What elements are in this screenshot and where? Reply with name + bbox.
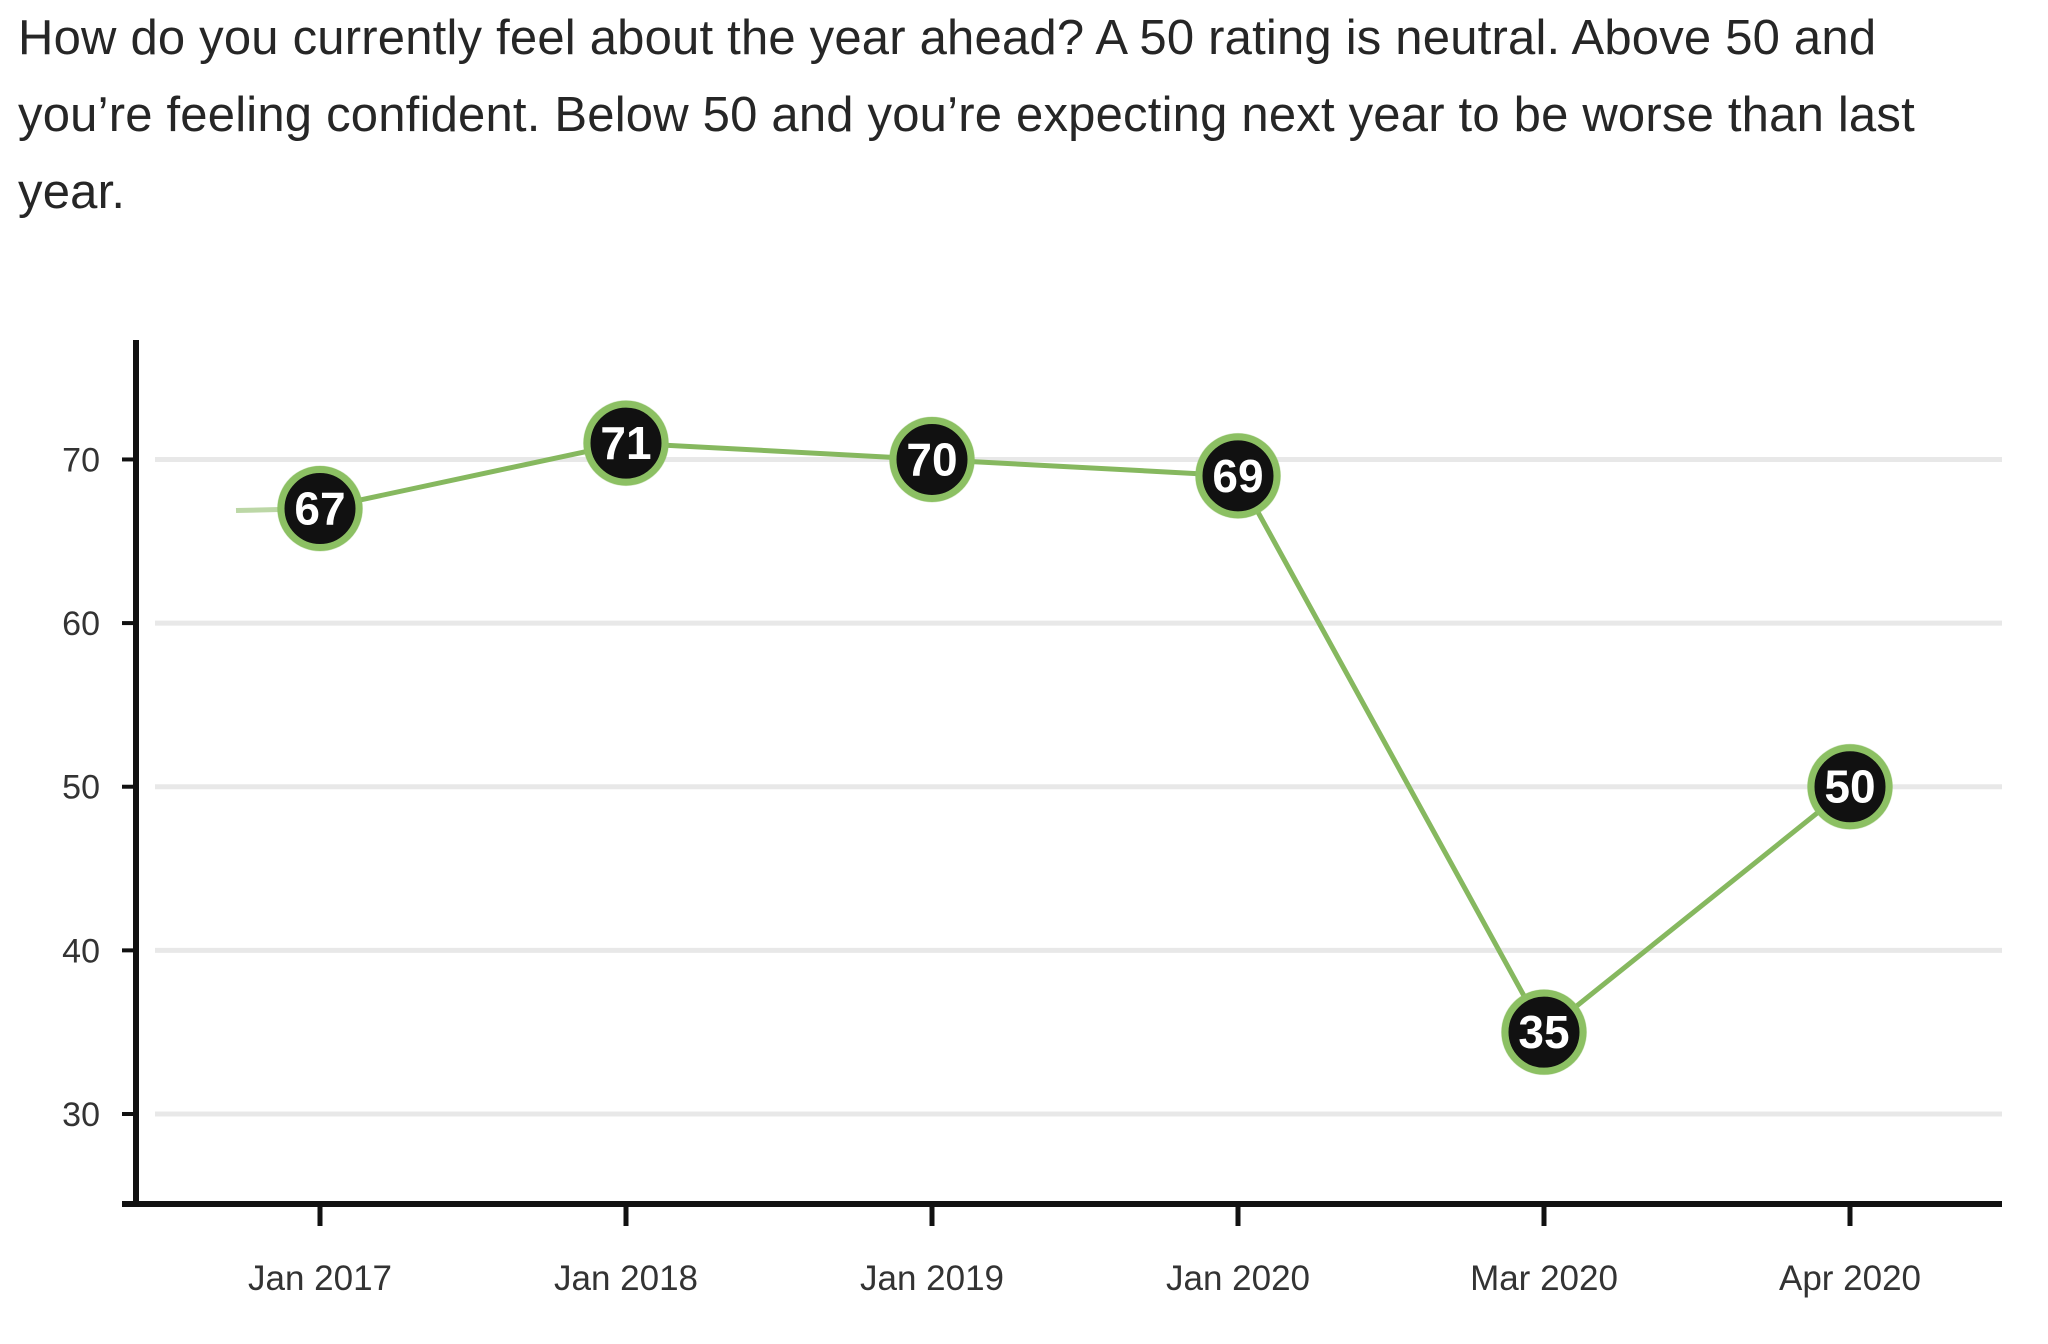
x-tick-label-4: Mar 2020 <box>1470 1259 1618 1298</box>
data-label-0: 67 <box>294 483 345 535</box>
data-label-1: 71 <box>600 417 651 469</box>
data-point-5 <box>1807 744 1893 830</box>
question-text: How do you currently feel about the year… <box>18 11 1915 219</box>
y-tick-label-60: 60 <box>62 605 100 643</box>
data-point-1 <box>583 400 669 486</box>
x-tick-label-1: Jan 2018 <box>554 1259 698 1298</box>
y-tick-label-30: 30 <box>62 1096 100 1134</box>
data-label-5: 50 <box>1824 761 1875 813</box>
data-label-4: 35 <box>1518 1006 1569 1058</box>
x-tick-label-3: Jan 2020 <box>1166 1259 1310 1298</box>
x-tick-label-5: Apr 2020 <box>1779 1259 1921 1298</box>
data-point-2 <box>889 416 975 502</box>
data-point-3 <box>1195 433 1281 519</box>
data-label-3: 69 <box>1212 450 1263 502</box>
y-tick-label-70: 70 <box>62 441 100 479</box>
data-label-2: 70 <box>906 433 957 485</box>
y-tick-label-50: 50 <box>62 769 100 807</box>
series-line <box>319 440 1852 1035</box>
data-point-4 <box>1501 989 1587 1075</box>
y-tick-label-40: 40 <box>62 932 100 970</box>
x-tick-label-0: Jan 2017 <box>248 1259 392 1298</box>
data-point-0 <box>277 466 363 552</box>
x-tick-label-2: Jan 2019 <box>860 1259 1004 1298</box>
